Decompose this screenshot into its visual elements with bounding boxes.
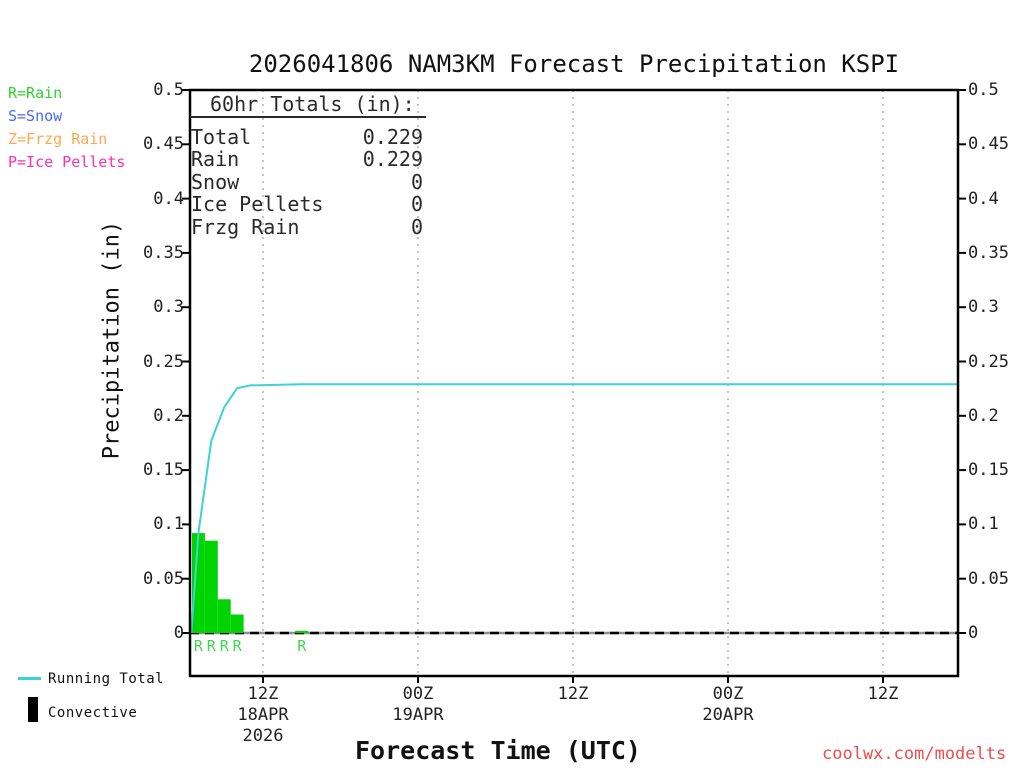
precip-type-legend-item: P=Ice Pellets [8,153,126,171]
precip-type-letter: R [297,637,307,655]
x-tick-label: 00Z 19APR [392,684,444,725]
totals-row: Frzg Rain 0 [191,214,423,239]
chart-title: 2026041806 NAM3KM Forecast Precipitation… [248,50,900,78]
y-tick-label: 0.05 [968,568,1009,589]
y-tick-label: 0.4 [968,188,999,209]
legend-label: Running Total [48,671,165,687]
y-axis-title: Precipitation (in) [99,220,125,460]
y-tick-label: 0.35 [143,242,184,263]
precip-bar [192,533,205,633]
totals-row-value: 0 [410,192,423,217]
y-tick-label: 0.1 [153,514,184,535]
totals-row-value: 0 [410,214,423,239]
precip-type-legend: R=Rain S=Snow Z=Frzg Rain P=Ice Pellets [8,82,125,174]
y-tick-label: 0 [968,623,979,643]
y-tick-label: 0.3 [153,297,184,318]
totals-row-label: Snow [191,169,240,194]
precip-type-letter: R [233,637,243,655]
y-tick-label: 0.25 [968,351,1009,372]
totals-row-label: Ice Pellets [191,192,324,217]
x-tick-label: 00Z 20APR [702,684,754,725]
x-tick-label: 12Z [557,684,589,704]
totals-heading: 60hr Totals (in): [190,93,426,118]
y-tick-label: 0.5 [968,80,999,100]
y-tick-label: 0.1 [968,514,999,535]
totals-row: Total 0.229 [191,125,423,149]
y-tick-label: 0.5 [153,80,184,100]
y-tick-label: 0.45 [143,134,184,155]
precip-type-letter: R [194,637,204,655]
totals-row: Rain 0.229 [191,147,423,172]
totals-row: Ice Pellets 0 [191,192,423,217]
y-tick-label: 0.05 [143,568,184,589]
precip-bar [217,599,231,633]
y-tick-label: 0.45 [968,134,1009,155]
precip-bar [295,630,309,633]
legend-label: Convective [48,705,138,721]
legend-bar-swatch [28,697,38,722]
totals-row-label: Rain [191,147,240,172]
y-tick-label: 0.25 [143,351,184,372]
y-tick-label: 0.35 [968,242,1009,263]
precip-type-letter: R [220,637,230,655]
y-tick-label: 0 [173,623,184,643]
totals-row-value: 0.229 [362,125,423,149]
y-tick-label: 0.15 [968,460,1009,481]
y-tick-label: 0.15 [143,460,184,481]
watermark-link: coolwx.com/modelts [822,744,1007,764]
y-tick-label: 0.4 [153,188,184,209]
totals-row-label: Total [191,125,252,149]
running-total-line [190,383,958,634]
precip-bar [204,540,218,633]
y-tick-label: 0.3 [968,297,999,318]
x-tick-label: 12Z [867,684,899,704]
precip-type-legend-item: S=Snow [8,107,63,125]
totals-row: Snow 0 [191,169,423,194]
precip-type-legend-item: Z=Frzg Rain [8,130,108,148]
precip-type-letter: R [207,637,217,655]
totals-row-label: Frzg Rain [191,214,300,239]
x-tick-label: 12Z 18APR 2026 [237,684,289,746]
x-axis-title: Forecast Time (UTC) [355,736,641,765]
totals-row-value: 0 [410,169,423,194]
precip-bar [230,614,244,633]
legend-line-swatch [18,677,41,680]
y-tick-label: 0.2 [968,405,999,426]
precip-type-legend-item: R=Rain [8,84,63,102]
totals-row-value: 0.229 [362,147,423,172]
y-tick-label: 0.2 [153,405,184,426]
totals-table: Total 0.229 Rain 0.229 Snow 0 Ice Pellets 0 Frzg… [191,126,423,238]
